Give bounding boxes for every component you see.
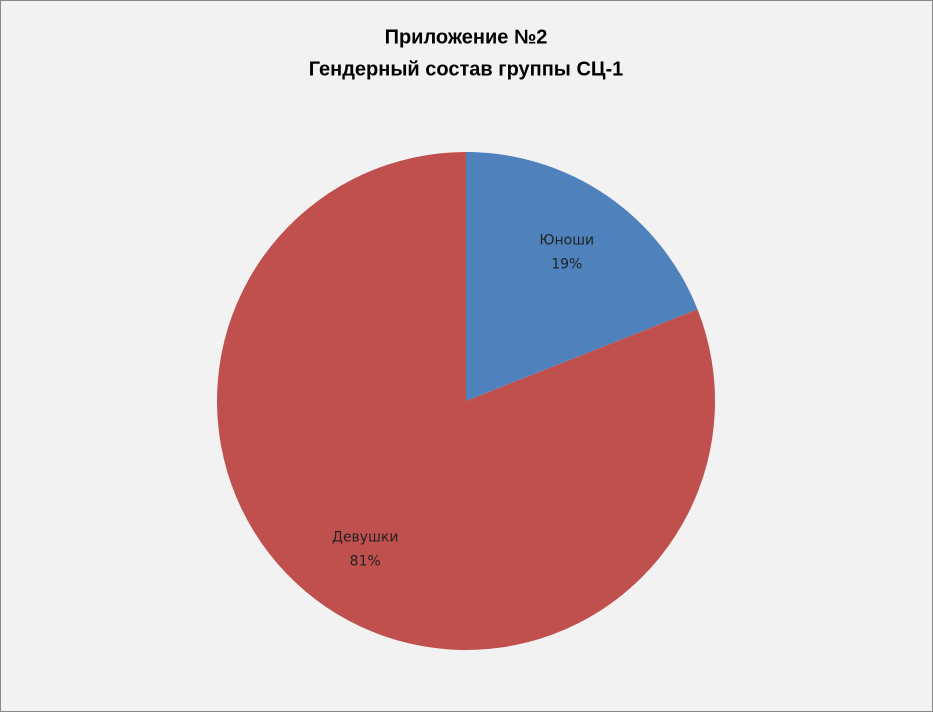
pie-slice [217, 152, 715, 650]
chart-title: Приложение №2 [385, 26, 548, 48]
slice-label: Девушки [332, 529, 398, 545]
slice-label: Юноши [539, 233, 594, 249]
value-label: 81% [350, 553, 381, 569]
pie-slice [466, 152, 698, 401]
value-label: 19% [551, 257, 582, 273]
chart-subtitle: Гендерный состав группы СЦ-1 [309, 58, 624, 80]
